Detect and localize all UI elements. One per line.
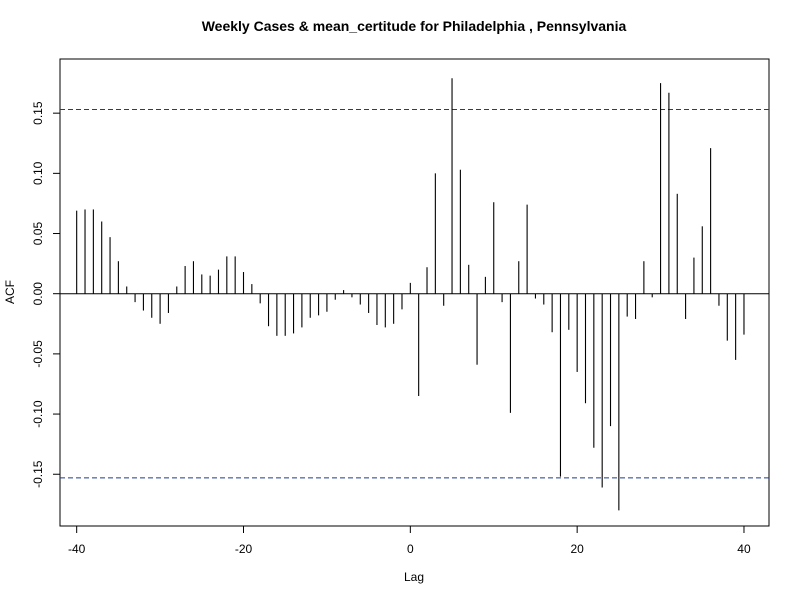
y-axis-label: ACF xyxy=(3,280,17,304)
y-tick-label: 0.05 xyxy=(31,222,45,246)
x-tick-label: -20 xyxy=(235,542,253,556)
y-tick-label: -0.10 xyxy=(31,400,45,428)
y-tick-label: -0.15 xyxy=(31,460,45,488)
y-tick-label: 0.15 xyxy=(31,101,45,125)
x-tick-label: -40 xyxy=(68,542,86,556)
y-tick-label: 0.10 xyxy=(31,161,45,185)
plot-frame xyxy=(59,58,770,527)
chart-title: Weekly Cases & mean_certitude for Philad… xyxy=(202,18,627,34)
x-tick-label: 0 xyxy=(407,542,414,556)
x-axis: -40 -20 0 20 40 xyxy=(68,525,751,556)
y-tick-label: 0.00 xyxy=(31,282,45,306)
x-tick-label: 20 xyxy=(570,542,584,556)
plot-area xyxy=(59,58,770,527)
x-axis-label: Lag xyxy=(404,570,424,584)
y-tick-label: -0.05 xyxy=(31,340,45,368)
x-tick-label: 40 xyxy=(737,542,751,556)
y-axis: -0.15 -0.10 -0.05 0.00 0.05 0.10 0.15 xyxy=(31,101,61,488)
